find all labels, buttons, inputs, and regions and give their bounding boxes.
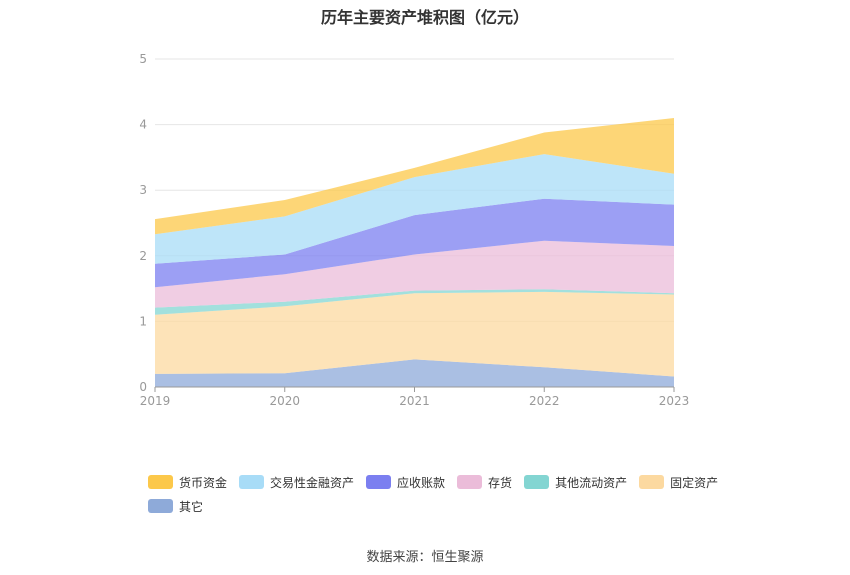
- legend-label: 应收账款: [397, 475, 446, 490]
- x-tick-label: 2022: [529, 394, 560, 408]
- x-tick-label: 2023: [659, 394, 690, 408]
- legend-item[interactable]: 存货: [457, 470, 512, 494]
- legend-item[interactable]: 其它: [148, 494, 203, 518]
- legend-label: 固定资产: [670, 475, 719, 490]
- legend-label: 其它: [179, 499, 204, 514]
- area-series-1: [155, 291, 674, 377]
- legend-label: 交易性金融资产: [270, 475, 355, 490]
- y-tick-label: 2: [139, 249, 147, 263]
- area-series-6: [155, 118, 674, 235]
- area-series-4: [155, 198, 674, 288]
- legend-swatch: [148, 475, 173, 489]
- legend-item[interactable]: 固定资产: [639, 470, 718, 494]
- legend-swatch: [239, 475, 265, 489]
- area-series-0: [155, 359, 674, 387]
- x-tick-label: 2020: [269, 394, 300, 408]
- legend-label: 其他流动资产: [555, 475, 628, 490]
- x-tick-label: 2019: [140, 394, 171, 408]
- legend-item[interactable]: 其他流动资产: [524, 470, 627, 494]
- legend-swatch: [148, 499, 173, 513]
- legend-label: 货币资金: [179, 475, 228, 490]
- area-series-3: [155, 240, 674, 308]
- y-tick-label: 0: [139, 380, 147, 394]
- area-series-5: [155, 154, 674, 264]
- data-source: 数据来源：恒生聚源: [366, 550, 484, 565]
- area-series-2: [155, 289, 674, 315]
- x-tick-label: 2021: [399, 394, 430, 408]
- legend-item[interactable]: 货币资金: [148, 470, 227, 494]
- legend-swatch: [366, 475, 392, 489]
- legend-swatch: [524, 475, 550, 489]
- legend-item[interactable]: 交易性金融资产: [239, 470, 354, 494]
- legend-swatch: [457, 475, 483, 489]
- chart-legend: 货币资金 交易性金融资产 应收账款 存货 其他流动资产 固定资产其它: [148, 470, 748, 518]
- y-tick-label: 5: [139, 52, 147, 66]
- y-tick-label: 3: [139, 183, 147, 197]
- legend-swatch: [639, 475, 665, 489]
- legend-label: 存货: [488, 475, 513, 490]
- chart-title: 历年主要资产堆积图（亿元）: [320, 8, 529, 27]
- legend-item[interactable]: 应收账款: [366, 470, 445, 494]
- y-tick-label: 1: [139, 314, 147, 328]
- y-tick-label: 4: [139, 118, 147, 132]
